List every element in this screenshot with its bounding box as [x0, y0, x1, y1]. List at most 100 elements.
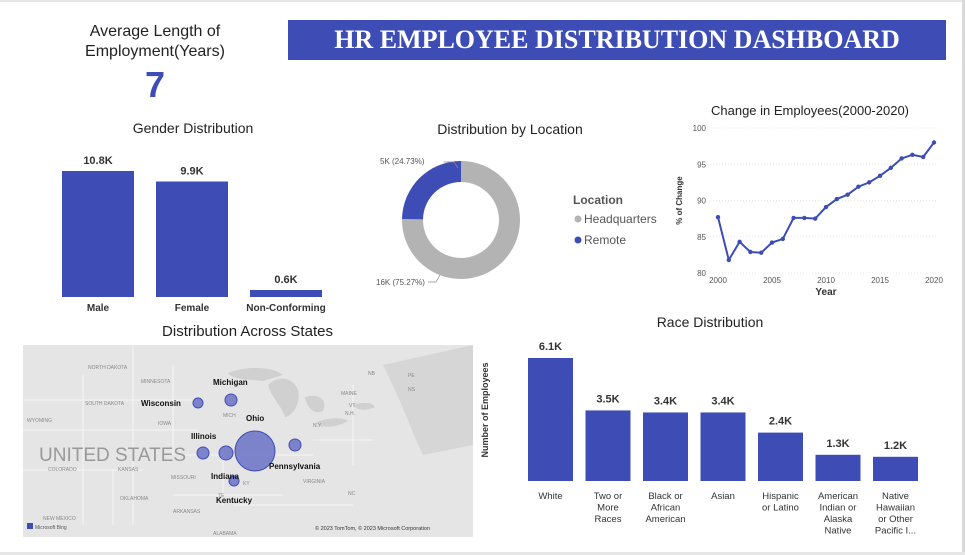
map-region-label-3: WYOMING: [27, 418, 52, 424]
gender-bar-1: [156, 181, 228, 297]
race-bar-1: [585, 410, 631, 481]
states-title: Distribution Across States: [162, 323, 333, 340]
atlantic-ocean: [383, 345, 473, 455]
map-region-label-15: N.H.: [345, 411, 355, 417]
gender-title: Gender Distribution: [132, 120, 254, 136]
gender-bar-2: [250, 290, 322, 297]
race-bar-5: [815, 454, 861, 481]
race-category-2-line-1: African: [651, 503, 681, 514]
change-point-8: [802, 215, 807, 221]
map-region-label-19: NS: [408, 387, 416, 393]
kpi-title-line2: Employment(Years): [85, 43, 225, 60]
map-region-label-10: ARKANSAS: [173, 509, 201, 515]
race-bar-6: [873, 456, 918, 481]
frame-top: [0, 0, 965, 2]
location-label-hq: 16K (75.27%): [376, 278, 425, 287]
map-region-label-6: KANSAS: [118, 467, 139, 473]
change-chart: 80 85 90 95 100 2000 2005 2010 2015 2020 Year % of …: [675, 124, 943, 298]
location-leader-remote: [444, 161, 459, 169]
state-label-6: Kentucky: [216, 496, 253, 505]
change-ytick-4: 100: [693, 124, 707, 133]
race-bar-label-2: 3.4K: [654, 395, 677, 407]
race-category-4-line-0: Hispanic: [762, 491, 799, 502]
location-legend-remote: Remote: [584, 233, 626, 247]
state-label-3: Illinois: [191, 432, 217, 441]
change-ytick-1: 85: [697, 233, 706, 242]
states-map[interactable]: NORTH DAKOTA MINNESOTA SOUTH DAKOTA WYOMING…: [23, 345, 473, 537]
gender-category-0: Male: [87, 303, 110, 314]
map-region-label-8: OKLAHOMA: [120, 496, 149, 502]
map-region-label-7: MISSOURI: [171, 475, 196, 481]
race-category-4-line-1: or Latino: [762, 503, 799, 514]
location-legend-hq: Headquarters: [584, 212, 657, 226]
map-country-label: UNITED STATES: [39, 445, 186, 466]
bing-logo-icon: [27, 523, 33, 529]
map-attribution: © 2023 TomTom, © 2023 Microsoft Corporat…: [315, 525, 430, 532]
race-category-6-line-0: Native: [882, 491, 909, 502]
map-region-label-13: NC: [348, 491, 356, 497]
change-point-6: [780, 236, 785, 242]
change-ylabel: % of Change: [675, 176, 684, 225]
state-label-0: Michigan: [213, 378, 248, 387]
change-xlabel: Year: [815, 287, 836, 298]
change-point-18: [910, 152, 915, 158]
change-point-16: [888, 165, 893, 171]
race-bar-label-5: 1.3K: [826, 438, 849, 450]
race-bar-label-1: 3.5K: [596, 393, 619, 405]
race-bar-label-4: 2.4K: [769, 416, 792, 428]
race-category-6-line-2: or Other: [878, 514, 913, 525]
change-point-12: [845, 192, 850, 197]
race-category-5-line-3: Native: [825, 526, 852, 537]
change-point-20: [931, 140, 937, 145]
state-bubble-1: [192, 397, 204, 409]
race-category-2-line-0: Black or: [648, 491, 682, 502]
lake-michigan: [268, 378, 299, 417]
change-ytick-3: 95: [697, 160, 706, 169]
gender-bar-label-1: 9.9K: [180, 166, 203, 178]
change-point-5: [769, 240, 775, 245]
gender-chart: 10.8K Male 9.9K Female 0.6K Non-Conforming: [62, 155, 326, 314]
change-point-0: [715, 214, 721, 220]
state-bubble-4: [218, 445, 234, 461]
state-bubble-3: [196, 446, 210, 460]
location-legend-title: Location: [573, 193, 623, 207]
dashboard-title: HR EMPLOYEE DISTRIBUTION DASHBOARD: [288, 20, 946, 60]
lake-erie: [315, 418, 348, 427]
change-xtick-2: 2010: [817, 276, 835, 285]
map-canvas[interactable]: NORTH DAKOTA MINNESOTA SOUTH DAKOTA WYOMING…: [23, 345, 473, 537]
state-label-4: Pennsylvania: [269, 462, 321, 471]
race-bar-label-3: 3.4K: [711, 395, 734, 407]
change-point-1: [726, 257, 731, 263]
map-region-label-11: ALABAMA: [213, 531, 237, 537]
gender-bar-label-0: 10.8K: [83, 155, 112, 167]
race-title: Race Distribution: [656, 314, 764, 330]
lake-ontario: [353, 402, 375, 410]
gender-category-2: Non-Conforming: [246, 303, 325, 314]
race-category-1-line-0: Two or: [594, 491, 623, 502]
race-category-1-line-2: Races: [595, 514, 622, 525]
race-bar-label-0: 6.1K: [539, 341, 562, 353]
map-region-label-1: MINNESOTA: [141, 379, 171, 385]
location-slice-1: [402, 161, 461, 220]
state-bubble-6: [228, 475, 240, 487]
race-ylabel: Number of Employees: [480, 362, 490, 457]
change-xtick-3: 2015: [871, 276, 889, 285]
change-point-19: [921, 154, 926, 160]
race-bar-4: [758, 432, 803, 481]
change-point-11: [834, 196, 839, 202]
race-category-6-line-3: Pacific I...: [875, 526, 916, 537]
map-region-label-22: TE: [218, 493, 225, 499]
location-slice-0: [402, 161, 520, 279]
location-leader-hq: [428, 274, 441, 283]
map-region-label-17: NB: [368, 371, 376, 377]
race-category-3-line-0: Asian: [711, 491, 735, 502]
change-title: Change in Employees(2000-2020): [710, 103, 909, 118]
bing-label: Microsoft Bing: [35, 525, 67, 531]
lake-huron: [305, 395, 325, 413]
location-legend-dot-hq: [574, 215, 582, 223]
frame-bottom: [0, 552, 965, 555]
map-region-label-2: SOUTH DAKOTA: [85, 401, 125, 407]
race-category-5-line-0: American: [818, 491, 858, 502]
race-bar-3: [700, 412, 746, 481]
change-point-14: [867, 180, 872, 185]
